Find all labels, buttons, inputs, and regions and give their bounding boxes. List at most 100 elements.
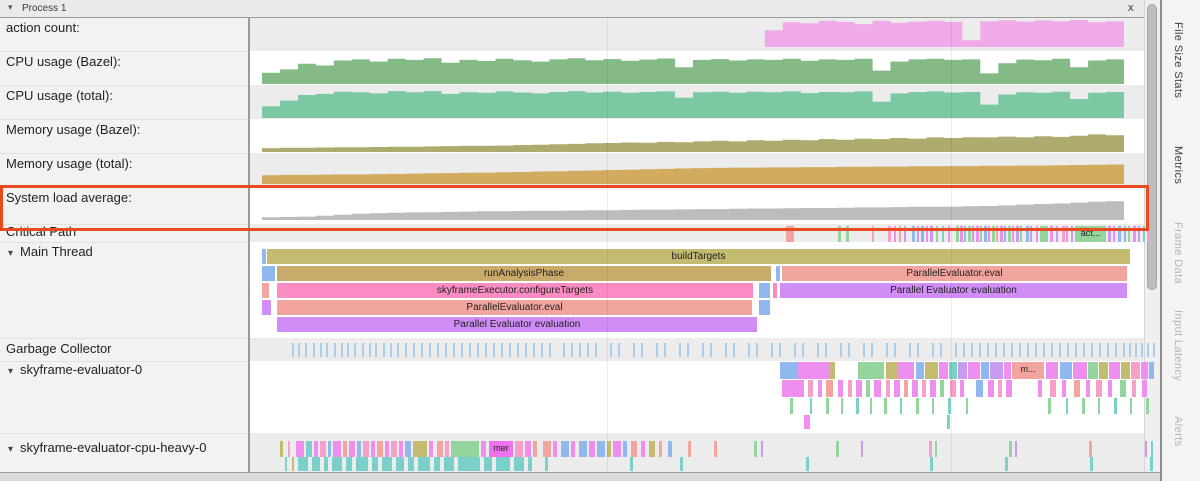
slice[interactable]: [1082, 398, 1085, 414]
slice[interactable]: [437, 441, 443, 457]
slice[interactable]: [917, 343, 919, 357]
slice[interactable]: [988, 380, 994, 397]
slice[interactable]: [898, 362, 914, 379]
slice[interactable]: [288, 441, 290, 457]
slice[interactable]: [1138, 226, 1140, 242]
slice[interactable]: [1019, 343, 1021, 357]
slice[interactable]: [437, 343, 439, 357]
slice[interactable]: [613, 441, 621, 457]
slice[interactable]: [571, 441, 575, 457]
slice[interactable]: [1012, 226, 1014, 242]
slice[interactable]: [939, 362, 948, 379]
slice[interactable]: [631, 441, 637, 457]
slice[interactable]: [396, 457, 404, 471]
slice[interactable]: [886, 343, 888, 357]
slice[interactable]: [553, 441, 557, 457]
slice-mer[interactable]: mer: [489, 441, 513, 457]
slice[interactable]: [1141, 343, 1143, 357]
system-load-chart[interactable]: [262, 192, 1124, 220]
slice[interactable]: [929, 441, 932, 457]
slice[interactable]: [984, 226, 987, 242]
slice[interactable]: [808, 380, 813, 397]
slice[interactable]: [656, 343, 658, 357]
slice[interactable]: [1005, 457, 1008, 471]
slice[interactable]: [343, 441, 347, 457]
slice[interactable]: [501, 343, 503, 357]
slice[interactable]: [332, 457, 342, 471]
slice[interactable]: [955, 343, 957, 357]
panel-divider[interactable]: [248, 18, 250, 472]
slice[interactable]: [262, 266, 275, 281]
slice[interactable]: [976, 380, 983, 397]
slice[interactable]: [806, 457, 809, 471]
slice[interactable]: [372, 457, 378, 471]
slice[interactable]: [1015, 441, 1017, 457]
slice[interactable]: [756, 343, 758, 357]
tab-input-latency[interactable]: Input Latency: [1172, 310, 1184, 382]
slice[interactable]: [858, 362, 884, 379]
slice[interactable]: [413, 343, 415, 357]
slice[interactable]: [1088, 362, 1098, 379]
slice[interactable]: [992, 226, 995, 242]
slice[interactable]: [861, 441, 863, 457]
slice[interactable]: [926, 226, 928, 242]
memory-usage-bazel-chart[interactable]: [262, 124, 1124, 152]
slice-parallelevaluator-eval[interactable]: ParallelEvaluator.eval: [277, 300, 752, 315]
slice[interactable]: [595, 343, 597, 357]
slice[interactable]: [981, 362, 989, 379]
slice[interactable]: [1074, 380, 1080, 397]
slice[interactable]: [804, 415, 810, 429]
slice[interactable]: [1114, 398, 1117, 414]
slice[interactable]: [664, 343, 666, 357]
slice[interactable]: [1143, 226, 1145, 242]
slice[interactable]: [262, 283, 269, 298]
thread-main-thread[interactable]: ▾ Main Thread: [8, 244, 93, 259]
slice[interactable]: [1050, 380, 1056, 397]
slice[interactable]: [298, 457, 308, 471]
slice[interactable]: [995, 343, 997, 357]
slice[interactable]: [314, 441, 318, 457]
slice[interactable]: [794, 343, 796, 357]
slice[interactable]: [930, 226, 933, 242]
slice[interactable]: [714, 441, 717, 457]
slice[interactable]: [296, 441, 304, 457]
slice[interactable]: [1124, 226, 1126, 242]
slice[interactable]: [948, 226, 950, 242]
slice[interactable]: [533, 343, 535, 357]
slice[interactable]: [826, 380, 833, 397]
slice[interactable]: [453, 343, 455, 357]
slice[interactable]: [477, 343, 479, 357]
collapse-arrow-icon[interactable]: ▾: [8, 248, 14, 259]
slice[interactable]: [1073, 362, 1087, 379]
slice[interactable]: [1099, 362, 1108, 379]
slice[interactable]: [1099, 343, 1101, 357]
slice[interactable]: [633, 343, 635, 357]
slice[interactable]: [405, 343, 407, 357]
slice[interactable]: [942, 226, 944, 242]
slice[interactable]: [312, 457, 320, 471]
slice[interactable]: [912, 380, 918, 397]
slice[interactable]: [1026, 226, 1029, 242]
slice[interactable]: [320, 343, 322, 357]
slice[interactable]: [761, 441, 763, 457]
slice[interactable]: [968, 362, 980, 379]
slice[interactable]: [413, 441, 427, 457]
slice[interactable]: [587, 343, 589, 357]
slice[interactable]: [968, 226, 971, 242]
slice[interactable]: [408, 457, 414, 471]
slice[interactable]: [313, 343, 315, 357]
slice[interactable]: [976, 226, 979, 242]
slice[interactable]: [786, 226, 794, 242]
slice[interactable]: [280, 441, 283, 457]
slice[interactable]: [1129, 343, 1131, 357]
slice[interactable]: [950, 380, 956, 397]
slice[interactable]: [841, 398, 843, 414]
slice[interactable]: [1006, 380, 1012, 397]
slice[interactable]: [810, 398, 812, 414]
slice[interactable]: [1062, 226, 1065, 242]
slice[interactable]: [1000, 226, 1003, 242]
slice[interactable]: [940, 343, 942, 357]
slice[interactable]: [618, 343, 620, 357]
slice[interactable]: [1011, 343, 1013, 357]
slice[interactable]: [825, 343, 827, 357]
